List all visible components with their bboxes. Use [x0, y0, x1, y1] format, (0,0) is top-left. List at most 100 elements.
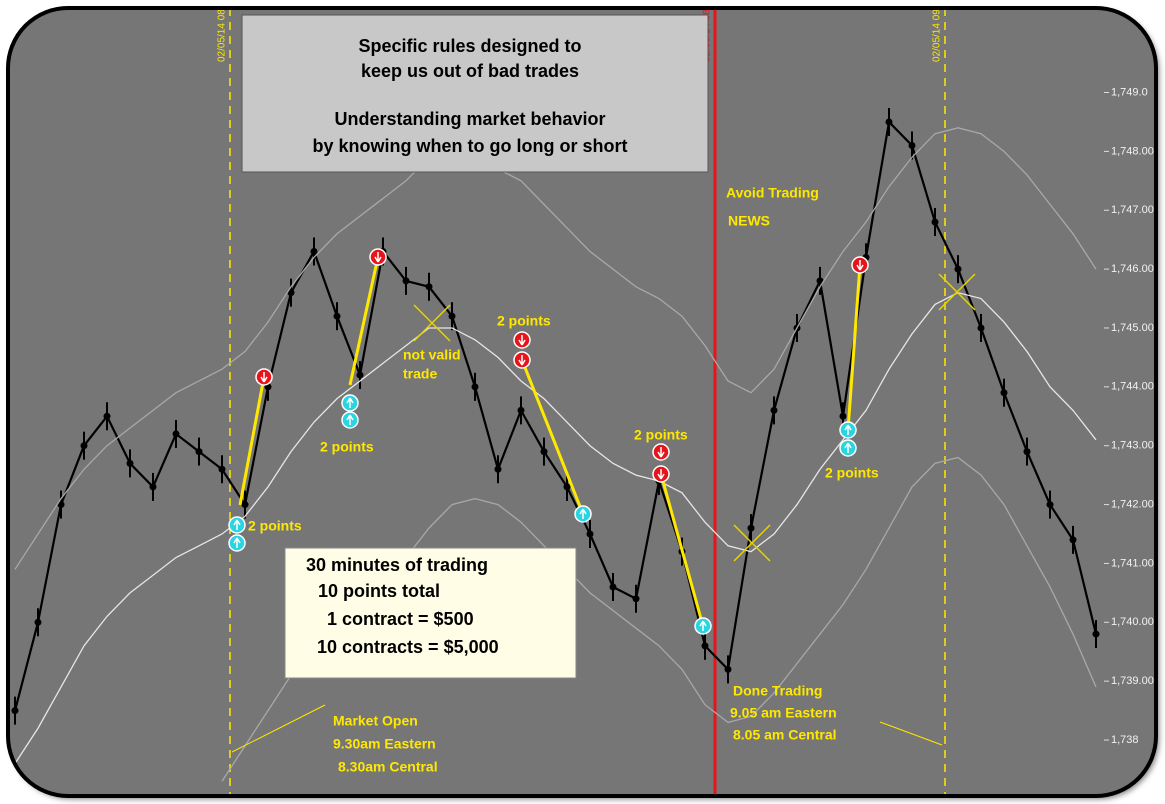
annotation: NEWS [728, 213, 770, 229]
cross [413, 304, 451, 342]
price-dot [241, 501, 249, 509]
price-dot [425, 283, 433, 291]
time-label: 02/05/14 08:3 [217, 0, 228, 62]
marker-arrow [844, 442, 852, 453]
price-dot [586, 530, 594, 538]
trade-line [520, 359, 585, 515]
annotation: 8.30am Central [338, 759, 438, 775]
marker-arrow [260, 372, 268, 383]
trade-line [659, 473, 705, 627]
annotation: Market Open [333, 713, 418, 729]
marker-arrow [856, 260, 864, 271]
annotation: not valid [403, 347, 461, 363]
price-dot [57, 501, 65, 509]
annotation: 2 points [248, 518, 302, 534]
price-dot [1046, 501, 1054, 509]
price-dot [356, 371, 364, 379]
y-tick-label: 1,746.00 [1111, 263, 1154, 275]
chart-border [6, 6, 1158, 798]
price-dot [632, 595, 640, 603]
annotation: Done Trading [733, 683, 822, 699]
annotation: 2 points [634, 427, 688, 443]
marker-arrow [233, 537, 241, 548]
price-dot [494, 465, 502, 473]
cross [938, 273, 976, 311]
title-text: Understanding market behavior [334, 109, 605, 129]
band-line [14, 127, 1097, 570]
annotation: 2 points [825, 465, 879, 481]
cross [733, 524, 771, 562]
price-line [13, 119, 1098, 711]
price-dot [839, 412, 847, 420]
price-dot [770, 406, 778, 414]
annotation: 9.30am Eastern [333, 736, 436, 752]
summary-text: 1 contract = $500 [327, 609, 474, 629]
annotation: 2 points [497, 313, 551, 329]
price-dot [448, 312, 456, 320]
price-dot [908, 142, 916, 149]
y-tick-label: 1,748.00 [1111, 145, 1154, 157]
annotation: trade [403, 366, 437, 382]
trade-line [348, 256, 380, 386]
price-dot [103, 412, 111, 420]
price-dot [471, 383, 479, 391]
price-dot [563, 483, 571, 491]
y-tick-label: 1,747.00 [1111, 204, 1154, 216]
price-dot [172, 430, 180, 438]
annotation: 2 points [320, 439, 374, 455]
price-dot [1069, 536, 1077, 544]
price-dot [149, 483, 157, 491]
marker-arrow [518, 335, 526, 346]
marker-arrow [699, 620, 707, 631]
marker-arrow [657, 469, 665, 480]
plot-area: 1,738 1,739.00 1,740.00 1,741.00 1,742.00 1,7… [11, 0, 1154, 796]
y-tick-label: 1,742.00 [1111, 498, 1154, 510]
y-tick-label: 1,739.00 [1111, 675, 1154, 687]
price-dot [609, 583, 617, 591]
summary-text: 30 minutes of trading [306, 555, 488, 575]
marker-arrow [518, 355, 526, 366]
marker-arrow [657, 447, 665, 458]
annotation: 9.05 am Eastern [730, 705, 837, 721]
price-dot [977, 324, 985, 332]
price-dot [402, 277, 410, 285]
price-dot [287, 289, 295, 297]
y-tick-label: 1,741.00 [1111, 557, 1154, 569]
price-dot [747, 524, 755, 532]
time-label: 02/05/14 09:0 [932, 0, 943, 62]
pointer [231, 704, 326, 753]
title-text: by knowing when to go long or short [313, 136, 628, 156]
title-box [241, 14, 709, 173]
y-tick-label: 1,745.00 [1111, 322, 1154, 334]
price-dot [34, 618, 42, 626]
price-dot [1023, 448, 1031, 456]
price-dot [11, 707, 19, 715]
price-dot [1092, 630, 1100, 638]
y-tick-label: 1,743.00 [1111, 440, 1154, 452]
price-dot [517, 406, 525, 414]
annotation: Avoid Trading [726, 185, 819, 201]
price-dot [218, 465, 226, 473]
price-dot [1000, 389, 1008, 397]
marker-arrow [374, 252, 382, 263]
marker-arrow [346, 414, 354, 425]
y-tick-label: 1,738 [1111, 734, 1139, 746]
marker-arrow [346, 397, 354, 408]
marker-arrow [844, 424, 852, 435]
summary-box [284, 547, 577, 679]
price-dot [310, 247, 318, 255]
price-dot [195, 448, 203, 456]
annotation: 8.05 am Central [733, 727, 837, 743]
price-dot [126, 459, 134, 467]
price-dot [724, 665, 732, 673]
y-tick-label: 1,749.0 [1111, 86, 1148, 98]
price-dot [701, 642, 709, 650]
trade-line [238, 376, 266, 506]
price-dot [80, 442, 88, 450]
title-text: Specific rules designed to [358, 36, 581, 56]
price-dot [816, 277, 824, 285]
y-tick-label: 1,744.00 [1111, 381, 1154, 393]
price-dot [540, 448, 548, 456]
y-tick-label: 1,740.00 [1111, 616, 1154, 628]
